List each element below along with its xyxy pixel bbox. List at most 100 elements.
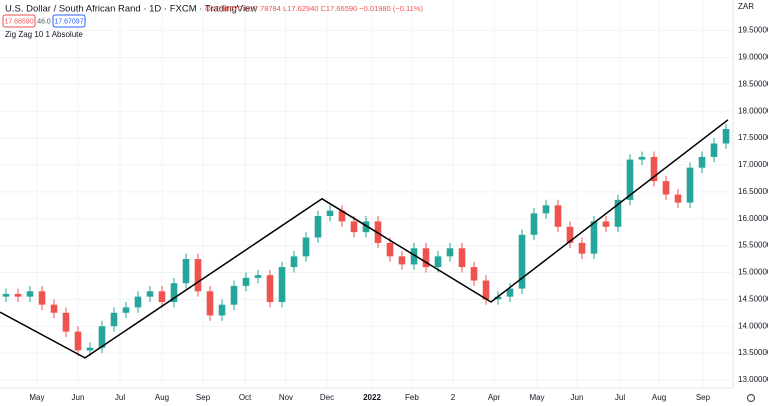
candle-body xyxy=(662,181,670,195)
buy-box[interactable] xyxy=(52,14,86,28)
candle-body xyxy=(302,237,310,257)
x-tick-label: Nov xyxy=(279,393,293,402)
y-tick-label: 18.00000 xyxy=(738,106,768,115)
x-tick-label: Apr xyxy=(488,393,501,402)
x-tick-label: Aug xyxy=(155,393,169,402)
spread: 46.0 xyxy=(37,18,51,25)
y-tick-label: 14.00000 xyxy=(738,321,768,330)
candle-body xyxy=(386,242,394,257)
candle-body xyxy=(566,226,574,243)
candle-body xyxy=(422,248,430,268)
x-tick-label: Feb xyxy=(405,393,419,402)
candle-body xyxy=(134,296,142,308)
y-tick-label: 17.00000 xyxy=(738,160,768,169)
zigzag-line xyxy=(0,119,729,359)
y-tick-label: 13.00000 xyxy=(738,375,768,384)
y-tick-label: 19.00000 xyxy=(738,53,768,62)
candle-body xyxy=(50,304,58,313)
candle-body xyxy=(338,210,346,222)
y-tick-label: 15.50000 xyxy=(738,241,768,250)
candle-body xyxy=(518,234,526,289)
candle-body xyxy=(230,285,238,305)
grid xyxy=(0,0,732,388)
candle-body xyxy=(146,291,154,297)
indicator-label: Zig Zag 10 1 Absolute xyxy=(5,30,83,39)
x-tick-label: May xyxy=(529,393,544,402)
candle-body xyxy=(170,283,178,303)
candle-body xyxy=(674,194,682,203)
candle-body xyxy=(398,256,406,265)
candle-body xyxy=(62,312,70,332)
candle-body xyxy=(542,205,550,214)
candle-body xyxy=(98,326,106,348)
x-tick-label: 2022 xyxy=(363,393,381,402)
x-tick-label: 2 xyxy=(451,393,456,402)
candle-body xyxy=(482,280,490,300)
candle-body xyxy=(446,248,454,257)
candle-body xyxy=(110,312,118,327)
candle-body xyxy=(470,267,478,281)
buy-price[interactable]: 17.67097 xyxy=(54,18,83,25)
x-tick-label: Sep xyxy=(696,393,711,402)
candle-body xyxy=(434,256,442,268)
candle-body xyxy=(530,213,538,235)
y-tick-label: 17.50000 xyxy=(738,133,768,142)
x-tick-label: Dec xyxy=(320,393,334,402)
currency-label[interactable]: ZAR xyxy=(738,2,754,11)
candle-body xyxy=(554,205,562,227)
candle-body xyxy=(206,291,214,316)
sell-box[interactable] xyxy=(2,14,36,28)
x-tick-label: Sep xyxy=(196,393,211,402)
candle-body xyxy=(458,248,466,268)
candle-body xyxy=(494,296,502,300)
y-tick-label: 13.50000 xyxy=(738,348,768,357)
candle-body xyxy=(74,331,82,351)
sell-price[interactable]: 17.66590 xyxy=(4,18,33,25)
overlay xyxy=(0,119,729,359)
y-tick-label: 15.00000 xyxy=(738,268,768,277)
candle-body xyxy=(626,159,634,200)
candle-body xyxy=(326,210,334,217)
candle-body xyxy=(614,199,622,227)
y-tick-label: 16.00000 xyxy=(738,214,768,223)
x-tick-label: Jun xyxy=(571,393,584,402)
candle-body xyxy=(38,291,46,305)
candle-body xyxy=(314,216,322,238)
candle-body xyxy=(2,293,10,297)
candle-body xyxy=(242,277,250,286)
candle-body xyxy=(590,221,598,254)
candle-body xyxy=(350,221,358,233)
candle-body xyxy=(290,256,298,268)
candle-body xyxy=(638,156,646,160)
chart-title: U.S. Dollar / South African Rand · 1D · … xyxy=(5,4,257,15)
candle-body xyxy=(194,259,202,292)
y-tick-label: 16.50000 xyxy=(738,187,768,196)
candle-body xyxy=(410,248,418,265)
candle-body xyxy=(362,221,370,233)
candle-body xyxy=(158,291,166,303)
y-tick-label: 18.50000 xyxy=(738,79,768,88)
x-tick-label: Jul xyxy=(615,393,625,402)
ohlc-label: O17.68570 H17.78784 L17.62940 C17.66590 … xyxy=(205,4,423,13)
y-tick-label: 14.50000 xyxy=(738,294,768,303)
candle-body xyxy=(254,275,262,278)
candle-body xyxy=(278,267,286,303)
x-tick-label: Jun xyxy=(72,393,85,402)
y-tick-label: 19.50000 xyxy=(738,26,768,35)
candle-body xyxy=(122,307,130,313)
candle-body xyxy=(722,128,730,144)
candle-body xyxy=(710,143,718,157)
candle-body xyxy=(686,167,694,203)
settings-icon[interactable] xyxy=(746,393,756,403)
candle-body xyxy=(14,293,22,297)
candle-body xyxy=(698,156,706,168)
candle-body xyxy=(218,304,226,316)
candle-body xyxy=(86,347,94,351)
candle-body xyxy=(602,221,610,227)
x-tick-label: Oct xyxy=(239,393,252,402)
candles xyxy=(2,123,730,356)
candle-body xyxy=(506,288,514,297)
candle-body xyxy=(182,259,190,284)
